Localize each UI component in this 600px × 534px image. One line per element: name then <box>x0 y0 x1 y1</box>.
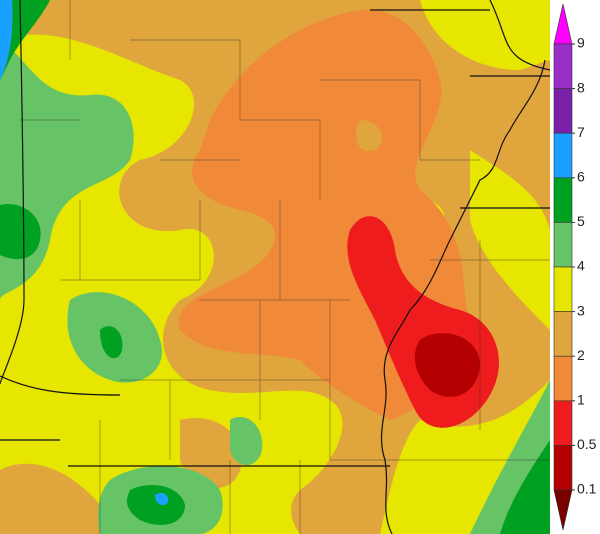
colorbar-bin <box>553 400 573 446</box>
colorbar-bin <box>553 266 573 312</box>
colorbar-bin <box>553 88 573 134</box>
colorbar-label: 6 <box>577 169 585 185</box>
colorbar-label: 4 <box>577 258 585 274</box>
colorbar-cap-top <box>553 3 573 45</box>
colorbar-label: 8 <box>577 79 585 95</box>
colorbar-label: 0.5 <box>577 436 597 452</box>
colorbar-bin <box>553 132 573 179</box>
colorbar-bin <box>553 43 573 89</box>
colorbar-label: 2 <box>577 347 585 363</box>
colorbar-label: 3 <box>577 302 585 318</box>
colorbar-label: 5 <box>577 213 585 229</box>
colorbar-bin <box>553 222 573 268</box>
colorbar-bin <box>553 311 573 357</box>
colorbar-bin <box>553 445 573 491</box>
precip-map <box>0 0 551 534</box>
colorbar-bin <box>553 177 573 223</box>
colorbar-label: 7 <box>577 124 585 140</box>
colorbar-bin <box>553 355 573 402</box>
colorbar-label: 9 <box>577 35 585 51</box>
colorbar-label: 0.1 <box>577 481 597 497</box>
colorbar-label: 1 <box>577 392 585 408</box>
colorbar-cap-bottom <box>553 489 573 531</box>
colorbar: 9 8 7 6 5 4 3 2 1 0.5 0.1 <box>553 3 597 531</box>
